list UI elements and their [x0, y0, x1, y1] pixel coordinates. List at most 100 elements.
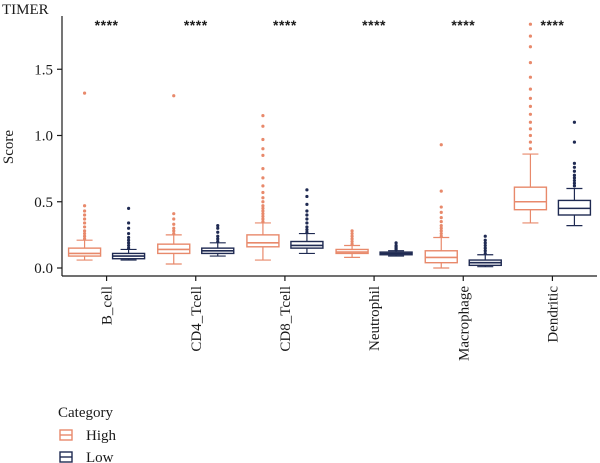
outlier-point [350, 242, 354, 246]
outlier-point [261, 212, 265, 216]
outlier-point [261, 147, 265, 151]
outlier-point [216, 239, 220, 244]
outlier-point [261, 176, 265, 180]
outlier-point [439, 229, 443, 233]
outlier-point [126, 206, 131, 210]
outlier-point [261, 124, 265, 128]
outlier-point [483, 241, 487, 245]
outlier-point [82, 234, 87, 238]
legend: Category High Low [58, 405, 117, 463]
outlier-point [572, 178, 577, 183]
legend-label: High [86, 428, 117, 444]
plot-area: 0.0 0.5 1.0 1.5 B_cell **** CD4_Tcell **** CD8_T… [34, 16, 597, 361]
significance-label: **** [273, 17, 297, 33]
box-high-macrophage [424, 143, 458, 269]
legend-item-low: Low [59, 450, 114, 463]
box-low-dendritic [557, 120, 592, 227]
outlier-point [305, 225, 309, 229]
chart-title: TIMER [2, 2, 49, 18]
outlier-point [528, 22, 533, 26]
outlier-point [439, 189, 443, 193]
outlier-point [82, 237, 87, 241]
outlier-point [528, 140, 533, 144]
x-tick-label: B_cell [100, 286, 116, 325]
y-axis-title: Score [1, 130, 17, 164]
outlier-point [305, 230, 309, 234]
outlier-point [439, 210, 443, 214]
y-tick-label: 0.5 [34, 195, 53, 211]
outlier-point [216, 226, 220, 230]
outlier-point [350, 234, 354, 238]
significance-label: **** [184, 17, 208, 33]
outlier-point [126, 238, 131, 242]
outlier-point [483, 251, 487, 256]
outlier-point [82, 209, 87, 213]
outlier-point [172, 222, 176, 226]
significance-label: **** [362, 17, 386, 33]
significance-label: **** [451, 17, 475, 33]
box-low-b_cell [111, 206, 146, 261]
outlier-point [172, 231, 176, 236]
outlier-point [82, 231, 87, 236]
outlier-point [172, 229, 176, 233]
outlier-point [261, 196, 265, 200]
outlier-point [172, 212, 176, 216]
outlier-point [82, 217, 87, 221]
outlier-point [172, 94, 176, 98]
outlier-point [126, 231, 131, 236]
box-high-neutrophil [335, 229, 369, 258]
outlier-point [528, 75, 533, 79]
box-high-b_cell [67, 91, 102, 261]
box-low-neutrophil [379, 241, 413, 257]
outlier-point [572, 120, 577, 124]
outlier-point [261, 217, 265, 221]
outlier-point [439, 220, 443, 224]
outlier-point [572, 161, 577, 165]
y-tick-label: 1.5 [34, 62, 53, 78]
box-high-cd4_tcell [157, 94, 191, 265]
outlier-point [528, 120, 533, 124]
legend-title: Category [58, 405, 113, 421]
outlier-point [528, 104, 533, 108]
outlier-point [528, 87, 533, 91]
outlier-point [305, 202, 309, 206]
outlier-point [483, 249, 487, 253]
legend-item-high: High [59, 428, 117, 444]
outlier-point [126, 226, 131, 230]
outlier-point [126, 235, 131, 240]
significance-label: **** [541, 17, 565, 33]
outlier-point [528, 45, 533, 49]
outlier-point [261, 200, 265, 204]
outlier-point [82, 221, 87, 225]
outlier-point [172, 217, 176, 221]
x-tick-label: CD8_Tcell [278, 286, 294, 352]
outlier-point [394, 241, 398, 245]
outlier-point [126, 243, 131, 248]
box-body [513, 186, 548, 211]
outlier-point [483, 234, 487, 238]
outlier-point [305, 227, 309, 232]
outlier-point [305, 188, 309, 192]
outlier-point [350, 229, 354, 233]
outlier-point [572, 173, 577, 177]
outlier-point [350, 239, 354, 244]
outlier-point [305, 209, 309, 213]
outlier-point [261, 209, 265, 213]
box-high-dendritic [513, 22, 548, 224]
outlier-point [261, 220, 265, 224]
outlier-point [528, 147, 533, 151]
box-body [67, 247, 102, 257]
outlier-point [439, 224, 443, 228]
outlier-point [439, 205, 443, 209]
box-low-macrophage [468, 234, 502, 268]
x-tick-label: Dendritic [545, 286, 561, 343]
outlier-point [216, 237, 220, 241]
outlier-point [528, 133, 533, 138]
outlier-point [528, 61, 533, 65]
outlier-point [483, 243, 487, 248]
outlier-point [261, 167, 265, 171]
box-body [246, 234, 280, 248]
outlier-point [261, 214, 265, 218]
outlier-point [572, 165, 577, 169]
outlier-point [483, 238, 487, 242]
